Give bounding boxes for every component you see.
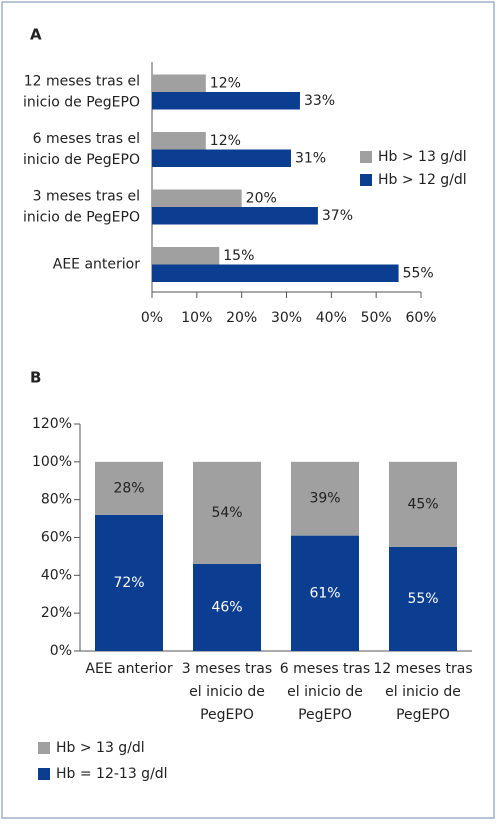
- bar-segment: [389, 461, 457, 547]
- legend-label: Hb = 12-13 g/dl: [56, 766, 168, 782]
- y-tick-label: 120%: [32, 416, 72, 432]
- x-tick-label: AEE anterior: [85, 661, 172, 677]
- data-label: 28%: [113, 480, 144, 496]
- y-tick-label: 100%: [32, 454, 72, 470]
- legend-swatch: [360, 151, 372, 163]
- data-label: 55%: [407, 591, 438, 607]
- x-tick-label: el inicio de: [287, 684, 363, 700]
- x-tick-label: 20%: [226, 310, 257, 326]
- y-tick-label: 12 meses tras el: [24, 74, 140, 90]
- bar-segment: [193, 461, 261, 564]
- x-tick-label: 50%: [361, 310, 392, 326]
- bar: [152, 264, 399, 282]
- y-tick-label: inicio de PegEPO: [23, 152, 140, 168]
- x-tick-label: 0%: [141, 310, 163, 326]
- bar: [152, 92, 300, 110]
- data-label: 61%: [309, 585, 340, 601]
- x-tick-label: 6 meses tras: [280, 661, 370, 677]
- data-label: 72%: [113, 575, 144, 591]
- bar: [152, 132, 206, 150]
- x-tick-label: el inicio de: [385, 684, 461, 700]
- bar: [152, 189, 242, 207]
- x-tick-label: 40%: [316, 310, 347, 326]
- y-tick-label: 60%: [41, 530, 72, 546]
- y-tick-label: 20%: [41, 605, 72, 621]
- x-tick-label: 30%: [271, 310, 302, 326]
- bar-segment: [193, 563, 261, 651]
- x-tick-label: 60%: [405, 310, 436, 326]
- y-tick-label: AEE anterior: [53, 257, 140, 273]
- data-label: 15%: [223, 248, 254, 264]
- legend-swatch: [38, 742, 50, 754]
- y-tick-label: 0%: [50, 643, 72, 659]
- x-tick-label: 10%: [181, 310, 212, 326]
- data-label: 12%: [210, 133, 241, 149]
- legend-label: Hb > 13 g/dl: [378, 149, 467, 165]
- x-tick-label: PegEPO: [298, 707, 352, 723]
- x-tick-label: 12 meses tras: [373, 661, 472, 677]
- data-label: 37%: [322, 208, 353, 224]
- x-tick-label: PegEPO: [396, 707, 450, 723]
- bar: [152, 207, 318, 225]
- x-tick-label: 3 meses tras: [182, 661, 272, 677]
- x-tick-label: el inicio de: [189, 684, 265, 700]
- bar: [152, 149, 291, 167]
- y-tick-label: inicio de PegEPO: [23, 95, 140, 111]
- legend-swatch: [360, 174, 372, 186]
- legend-label: Hb > 12 g/dl: [378, 172, 467, 188]
- panel-label: A: [30, 26, 42, 44]
- data-label: 54%: [211, 505, 242, 521]
- bar-segment: [95, 461, 163, 515]
- y-tick-label: 6 meses tras el: [33, 131, 140, 147]
- y-tick-label: 40%: [41, 567, 72, 583]
- data-label: 45%: [407, 496, 438, 512]
- data-label: 20%: [246, 190, 277, 206]
- data-label: 39%: [309, 491, 340, 507]
- y-tick-label: 3 meses tras el: [33, 189, 140, 205]
- panel-label: B: [30, 369, 41, 387]
- data-label: 55%: [403, 265, 434, 281]
- data-label: 46%: [211, 599, 242, 615]
- legend-label: Hb > 13 g/dl: [56, 740, 145, 756]
- data-label: 31%: [295, 150, 326, 166]
- bar-segment: [389, 546, 457, 651]
- bar-segment: [291, 461, 359, 536]
- y-tick-label: inicio de PegEPO: [23, 210, 140, 226]
- y-tick-label: 80%: [41, 492, 72, 508]
- data-label: 12%: [210, 75, 241, 91]
- bar-segment: [291, 535, 359, 651]
- x-tick-label: PegEPO: [200, 707, 254, 723]
- legend-swatch: [38, 768, 50, 780]
- bar: [152, 247, 220, 265]
- data-label: 33%: [304, 93, 335, 109]
- bar-segment: [95, 514, 163, 651]
- bar: [152, 74, 206, 92]
